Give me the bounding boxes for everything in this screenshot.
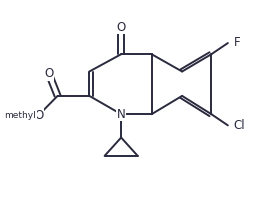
Text: O: O — [34, 109, 43, 122]
Text: F: F — [234, 35, 241, 49]
Text: O: O — [44, 67, 53, 80]
Text: methyl: methyl — [4, 111, 36, 120]
Text: N: N — [117, 108, 126, 121]
Text: Cl: Cl — [234, 119, 245, 132]
Text: O: O — [116, 21, 126, 34]
